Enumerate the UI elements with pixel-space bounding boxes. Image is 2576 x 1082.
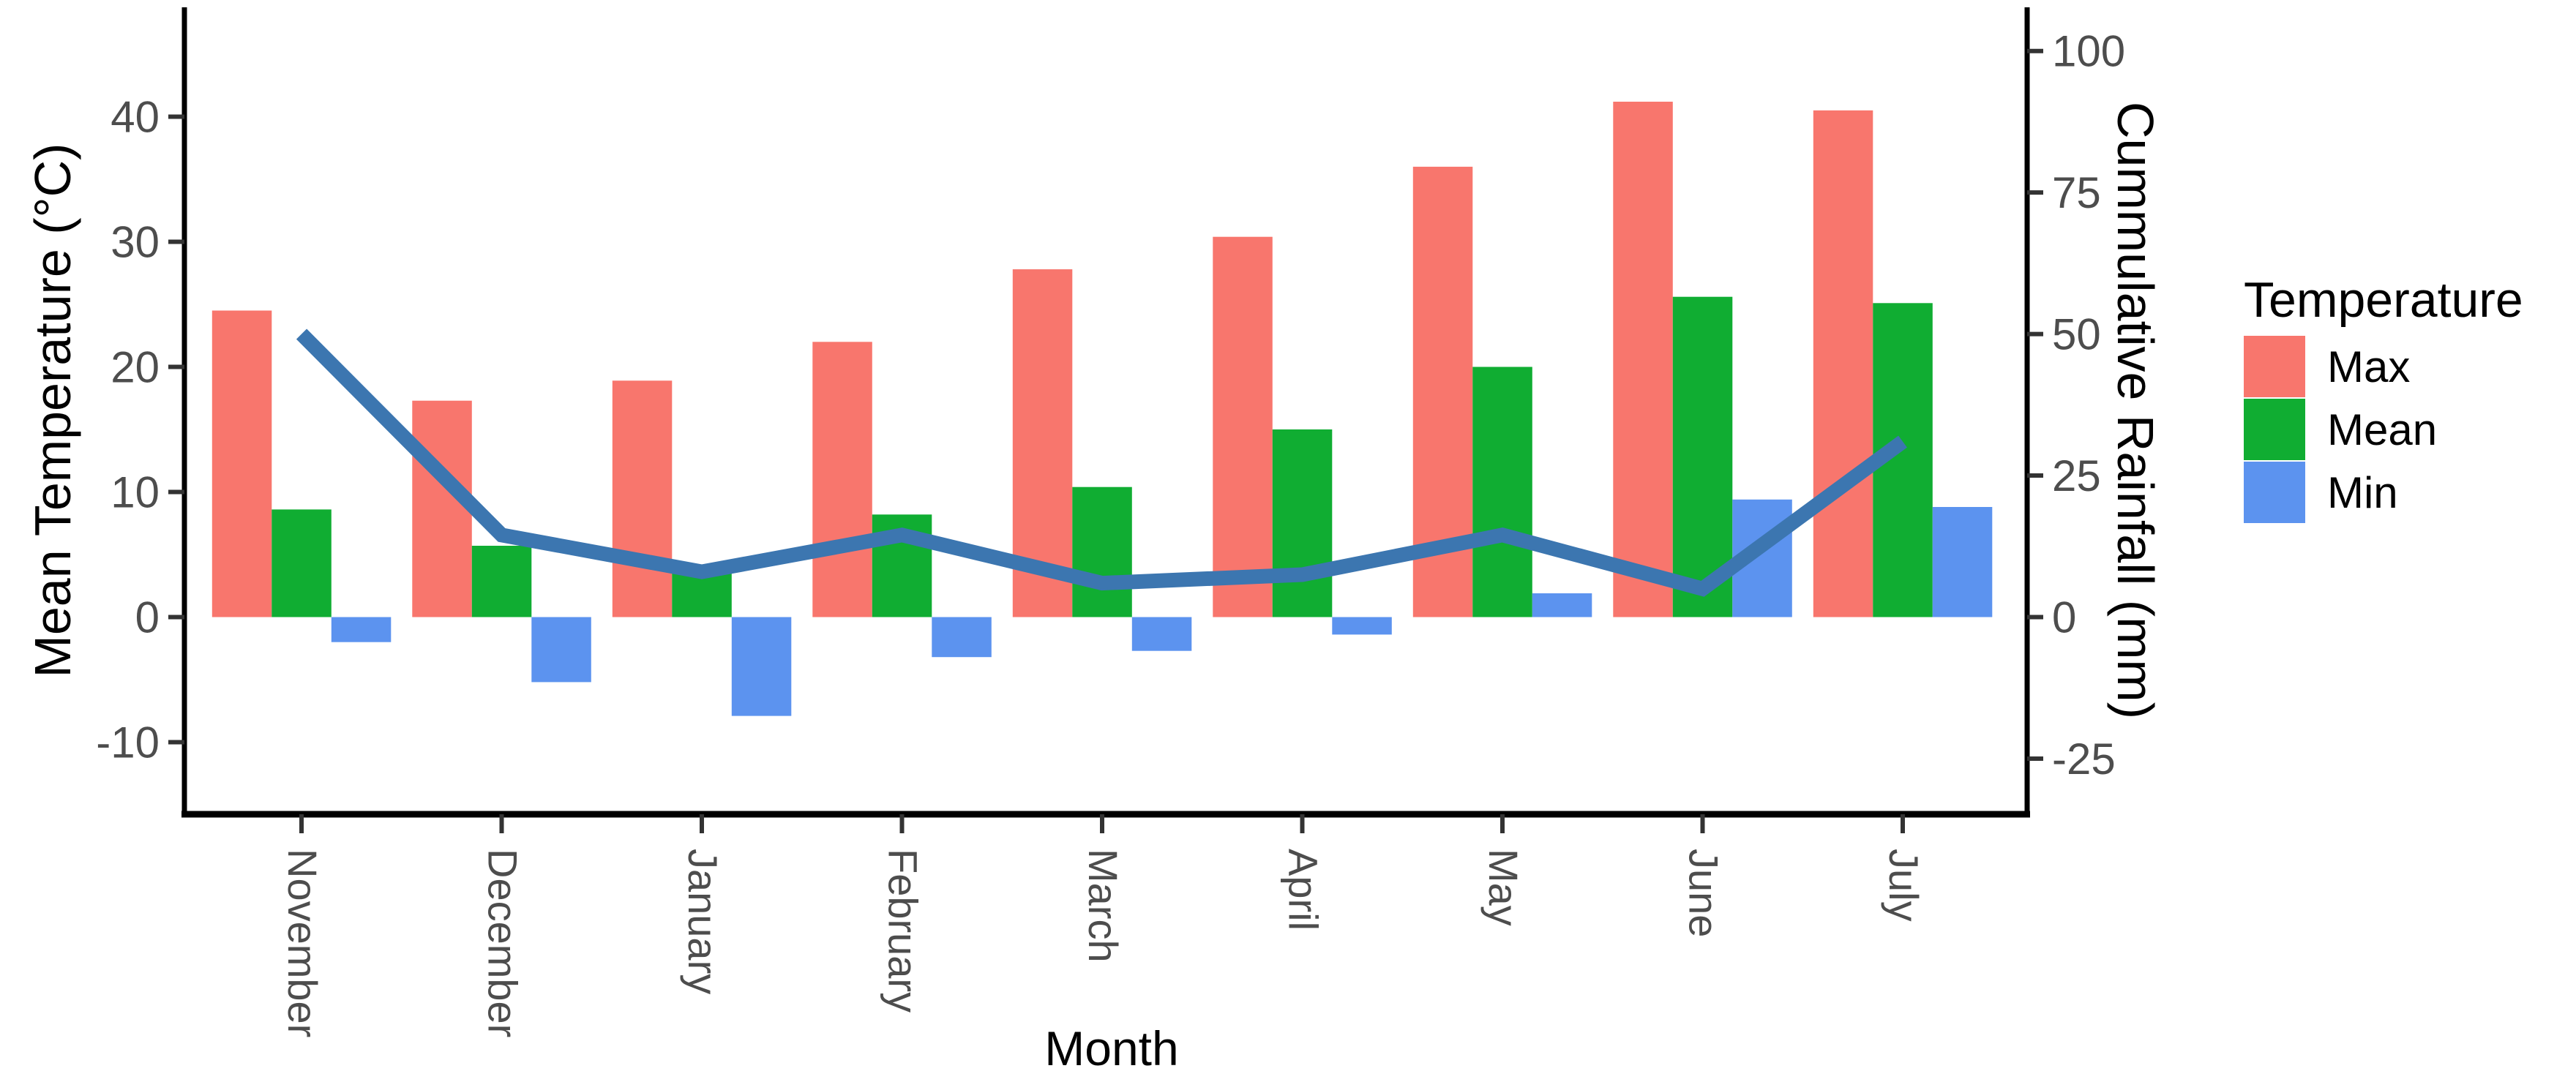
month-tick-label: March — [1080, 849, 1126, 963]
axes-layer — [181, 7, 2030, 818]
bar-mean-may — [1472, 367, 1532, 617]
left-tick-label: -10 — [96, 718, 160, 767]
bar-mean-december — [471, 546, 532, 617]
bar-max-november — [211, 310, 272, 617]
legend-key-min — [2244, 462, 2305, 523]
bar-max-june — [1613, 102, 1673, 617]
right-axis-title: Cummulative Rainfall (mm) — [2107, 102, 2164, 719]
legend-rows: Max Mean Min — [2244, 336, 2437, 523]
month-tick-label: January — [680, 849, 726, 994]
bar-min-december — [531, 617, 591, 683]
bar-mean-november — [272, 509, 332, 617]
left-axis-title: Mean Temperature (°C) — [24, 143, 81, 678]
legend-label-max: Max — [2327, 342, 2410, 391]
bar-max-february — [812, 342, 872, 617]
left-tick-label: 30 — [111, 218, 160, 267]
bar-min-july — [1932, 507, 1993, 617]
x-axis-title: Month — [1044, 1021, 1178, 1075]
bar-min-january — [731, 617, 792, 716]
month-tick-label: December — [480, 849, 526, 1037]
legend-key-mean — [2244, 399, 2305, 460]
right-tick-label: 75 — [2052, 168, 2101, 217]
bar-max-december — [412, 400, 472, 617]
bar-min-february — [932, 617, 992, 658]
bar-min-march — [1131, 617, 1192, 651]
bar-mean-march — [1072, 486, 1132, 617]
left-tick-label: 0 — [135, 593, 160, 642]
legend-label-min: Min — [2327, 468, 2398, 517]
bar-max-january — [612, 380, 673, 617]
right-tick-label: 25 — [2052, 451, 2101, 500]
right-tick-label: 0 — [2052, 593, 2076, 642]
month-tick-label: July — [1881, 849, 1927, 922]
bar-max-april — [1213, 236, 1273, 617]
rainfall-line-layer — [296, 328, 1907, 597]
bar-min-april — [1332, 617, 1392, 635]
bars-layer — [211, 102, 1993, 716]
bar-max-july — [1813, 110, 1873, 617]
month-tick-label: June — [1681, 849, 1727, 937]
left-tick-label: 20 — [111, 343, 160, 392]
right-tick-label: 100 — [2052, 27, 2125, 76]
bar-min-november — [331, 617, 392, 642]
legend-title: Temperature — [2244, 272, 2523, 328]
bar-mean-june — [1672, 296, 1733, 617]
month-tick-label: April — [1281, 849, 1327, 931]
month-tick-label: May — [1480, 849, 1527, 926]
left-tick-label: 10 — [111, 468, 160, 517]
legend-label-mean: Mean — [2327, 405, 2437, 454]
legend-key-max — [2244, 336, 2305, 397]
month-tick-label: February — [880, 849, 926, 1013]
right-tick-label: -25 — [2052, 735, 2116, 784]
rainfall-line — [296, 328, 1907, 597]
bar-mean-april — [1272, 429, 1333, 617]
left-tick-label: 40 — [111, 93, 160, 142]
bar-min-may — [1532, 593, 1592, 617]
ticks-layer: -10 0 10 20 30 40 -25 0 25 50 75 100 November Decembe… — [96, 27, 2125, 1038]
right-tick-label: 50 — [2052, 310, 2101, 359]
month-tick-label: November — [280, 849, 326, 1037]
